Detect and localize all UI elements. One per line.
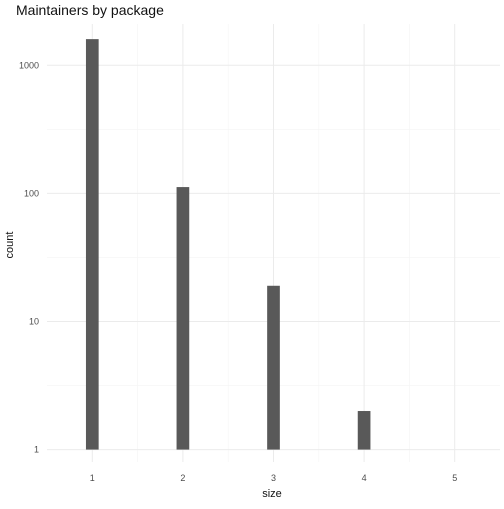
bar [357, 411, 371, 450]
y-tick-label: 100 [24, 188, 39, 198]
y-axis-ticks: 1 10 100 1000 [19, 60, 39, 454]
y-tick-label: 1 [34, 445, 39, 455]
x-axis-title: size [262, 488, 282, 500]
bar [267, 285, 280, 450]
chart-title: Maintainers by package [16, 2, 164, 18]
y-tick-label: 10 [29, 316, 39, 326]
x-tick-label: 4 [362, 473, 367, 483]
x-tick-label: 2 [180, 473, 185, 483]
y-axis-title: count [4, 232, 16, 259]
bars [85, 39, 371, 450]
bar [85, 39, 99, 450]
x-axis-ticks: 1 2 3 4 5 [90, 473, 457, 483]
y-tick-label: 1000 [19, 60, 39, 70]
x-tick-label: 3 [271, 473, 276, 483]
x-tick-label: 5 [452, 473, 457, 483]
bar [176, 187, 190, 450]
x-tick-label: 1 [90, 473, 95, 483]
